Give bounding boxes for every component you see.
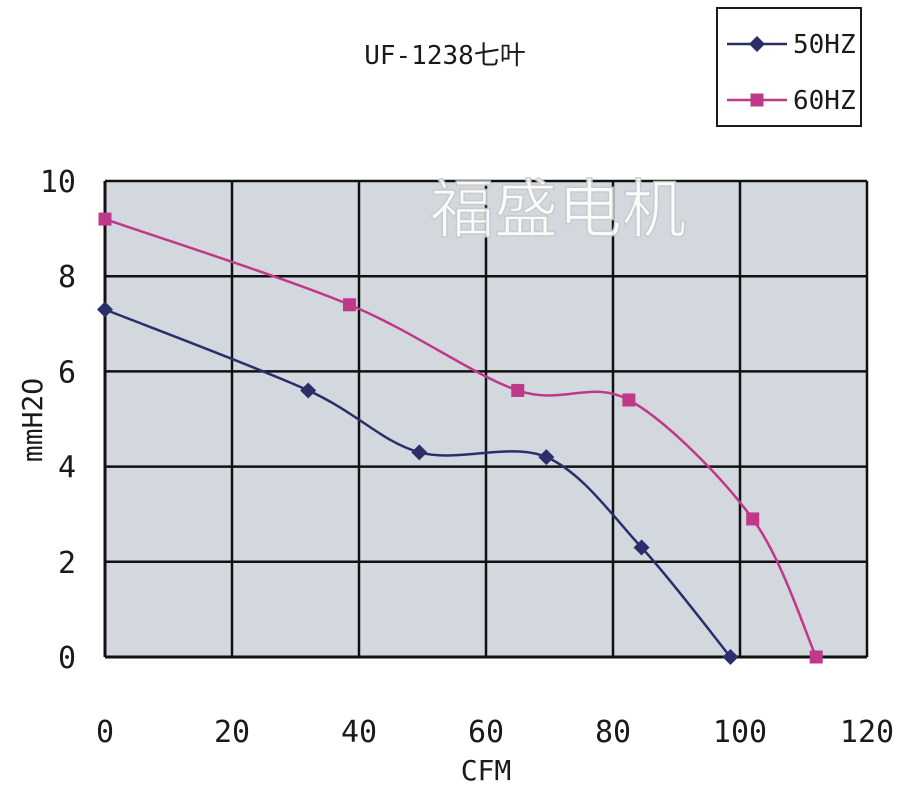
data-point-diamond bbox=[538, 449, 555, 466]
data-point-diamond bbox=[633, 539, 650, 556]
series-line bbox=[104, 308, 732, 658]
legend-marker-square bbox=[750, 93, 764, 107]
x-tick-label: 120 bbox=[840, 715, 894, 750]
series-60HZ bbox=[98, 212, 823, 664]
data-point-square bbox=[809, 650, 823, 664]
y-tick-label: 0 bbox=[58, 641, 76, 676]
data-point-square bbox=[342, 298, 356, 312]
x-axis-title: CFM bbox=[461, 754, 512, 787]
data-point-diamond bbox=[722, 649, 739, 665]
x-tick-label: 0 bbox=[96, 715, 114, 750]
y-tick-label: 2 bbox=[58, 546, 76, 581]
legend-item: 60HZ bbox=[727, 86, 856, 116]
axes bbox=[103, 181, 867, 659]
x-tick-label: 100 bbox=[713, 715, 767, 750]
x-tick-label: 20 bbox=[214, 715, 250, 750]
data-point-square bbox=[622, 393, 636, 407]
data-point-diamond bbox=[97, 301, 113, 318]
data-point-square bbox=[511, 383, 525, 397]
y-axis-title: mmH2O bbox=[16, 378, 49, 462]
legend-box bbox=[716, 7, 862, 127]
x-tick-labels: 0 20 40 60 80 100 120 bbox=[96, 715, 894, 750]
y-tick-label: 6 bbox=[58, 355, 76, 390]
y-tick-label: 8 bbox=[58, 260, 76, 295]
data-point-square bbox=[98, 212, 112, 226]
legend-item: 50HZ bbox=[727, 30, 856, 60]
y-tick-labels: 0 2 4 6 8 10 bbox=[40, 165, 76, 676]
y-tick-label: 10 bbox=[40, 165, 76, 200]
legend-label: 50HZ bbox=[793, 30, 856, 60]
legend-items: 50HZ 60HZ bbox=[727, 30, 856, 116]
data-point-diamond bbox=[411, 444, 428, 461]
series-line bbox=[104, 217, 818, 658]
legend: 50HZ 60HZ bbox=[716, 7, 862, 127]
y-tick-label: 4 bbox=[58, 451, 76, 486]
data-point-square bbox=[746, 512, 760, 526]
chart-title: UF-1238七叶 bbox=[364, 41, 526, 71]
x-tick-label: 60 bbox=[468, 715, 504, 750]
x-tick-label: 40 bbox=[341, 715, 377, 750]
x-tick-label: 80 bbox=[595, 715, 631, 750]
legend-marker-diamond bbox=[749, 36, 765, 52]
series-50HZ bbox=[97, 301, 739, 665]
series-lines bbox=[97, 212, 823, 665]
watermark-text: 福盛电机 bbox=[430, 174, 686, 248]
data-point-diamond bbox=[300, 382, 317, 399]
legend-label: 60HZ bbox=[793, 86, 856, 116]
